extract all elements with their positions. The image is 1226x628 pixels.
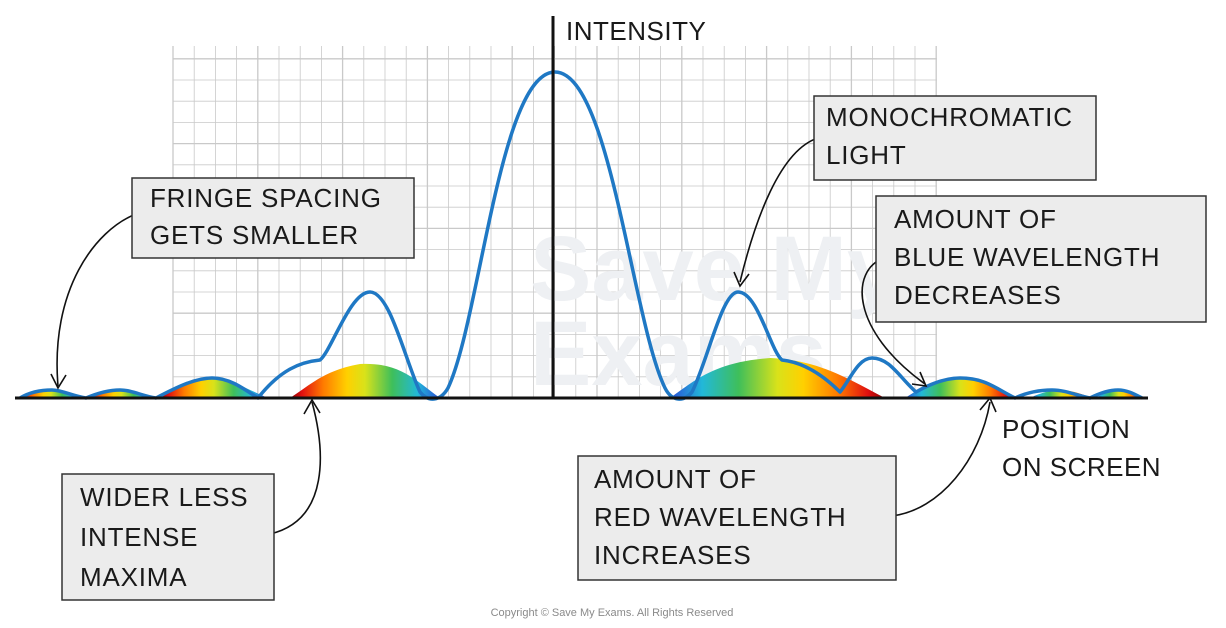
annotation-wider-maxima: WIDER LESS INTENSE MAXIMA	[61, 473, 275, 601]
annotation-text-line-3: MAXIMA	[80, 562, 187, 592]
leader-monochromatic	[739, 137, 819, 283]
leader-red-wavelength	[891, 401, 991, 517]
spectrum-fringe-left-2	[160, 378, 268, 398]
watermark-line-1: Save My	[530, 218, 898, 320]
annotation-text-line-2: INTENSE	[80, 522, 198, 552]
annotation-box	[131, 177, 415, 259]
spectrum-fringe-right-4	[1095, 390, 1142, 398]
axes: INTENSITY POSITION ON SCREEN	[15, 16, 1161, 482]
annotation-text-line-1: AMOUNT OF	[894, 204, 1057, 234]
spectrum-fringe-right-2	[905, 378, 1015, 398]
annotation-box	[61, 473, 275, 601]
copyright-text: Copyright © Save My Exams. All Rights Re…	[491, 607, 734, 619]
monochromatic-intensity-curve	[19, 70, 1143, 401]
arrowhead-wider-maxima	[303, 398, 321, 415]
spectrum-fringe-right-1	[670, 358, 885, 398]
annotation-text-line-1: AMOUNT OF	[594, 464, 757, 494]
annotation-text-line-1: FRINGE SPACING	[150, 183, 382, 213]
annotation-monochromatic: MONOCHROMATIC LIGHT	[813, 95, 1097, 181]
annotation-red-wavelength: AMOUNT OF RED WAVELENGTH INCREASES	[577, 455, 897, 581]
arrowhead-blue-wavelength	[911, 371, 928, 387]
annotation-text-line-3: INCREASES	[594, 540, 751, 570]
spectrum-fringe-left-1	[290, 363, 440, 398]
arrowhead-monochromatic	[733, 271, 750, 288]
spectrum-fringes	[20, 358, 1142, 398]
annotation-box	[875, 195, 1207, 323]
arrowhead-red-wavelength	[979, 396, 997, 413]
arrowhead-fringe-spacing	[50, 373, 67, 390]
annotation-text-line-3: DECREASES	[894, 280, 1062, 310]
leader-blue-wavelength	[861, 257, 926, 385]
leader-wider-maxima	[269, 401, 322, 535]
y-axis-label: INTENSITY	[566, 16, 706, 46]
x-axis-label-line-1: POSITION	[1002, 414, 1130, 444]
annotation-text-line-1: MONOCHROMATIC	[826, 102, 1073, 132]
annotation-fringe-spacing: FRINGE SPACING GETS SMALLER	[131, 177, 415, 259]
annotation-box	[577, 455, 897, 581]
x-axis-label-line-2: ON SCREEN	[1002, 452, 1161, 482]
annotation-text-line-1: WIDER LESS	[80, 482, 248, 512]
leader-fringe-spacing	[56, 213, 137, 387]
annotation-text-line-2: GETS SMALLER	[150, 220, 359, 250]
spectrum-fringe-left-4	[20, 390, 82, 398]
annotation-text-line-2: LIGHT	[826, 140, 907, 170]
annotation-text-line-2: RED WAVELENGTH	[594, 502, 846, 532]
annotation-box	[813, 95, 1097, 181]
annotation-text-line-2: BLUE WAVELENGTH	[894, 242, 1160, 272]
annotation-blue-wavelength: AMOUNT OF BLUE WAVELENGTH DECREASES	[875, 195, 1207, 323]
